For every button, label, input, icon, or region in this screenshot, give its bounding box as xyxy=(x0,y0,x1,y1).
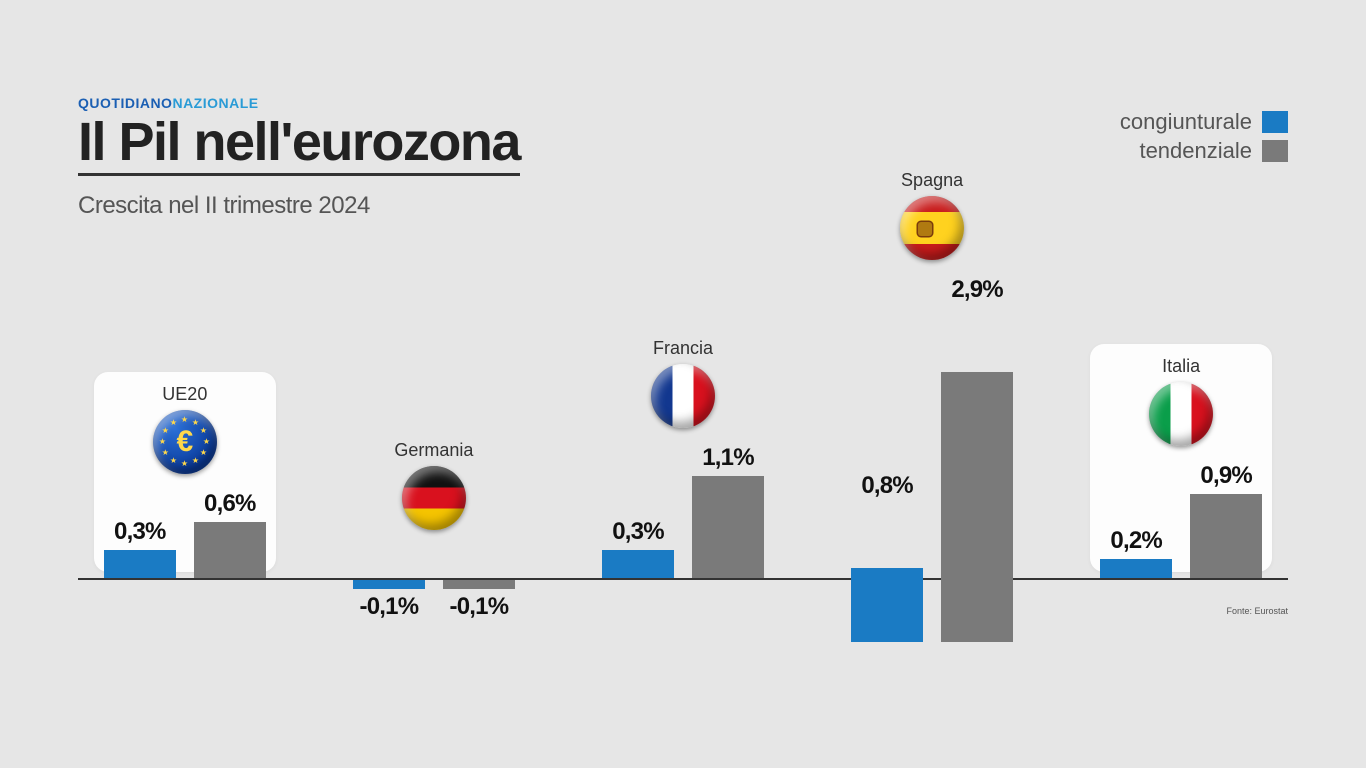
brand-part1: QUOTIDIANO xyxy=(78,95,172,111)
bar-group-spagna: Spagna0,8%2,9% xyxy=(837,235,1027,628)
legend-item-congiunturale: congiunturale xyxy=(1120,108,1288,137)
it-flag-icon xyxy=(1149,382,1213,446)
brand-part2: NAZIONALE xyxy=(172,95,258,111)
fr-flag-icon xyxy=(651,364,715,428)
chart-legend: congiunturale tendenziale xyxy=(1120,108,1288,165)
bar-value-label: 0,6% xyxy=(180,490,280,518)
country-label: Spagna xyxy=(837,170,1027,191)
bar-value-label: -0,1% xyxy=(429,593,529,621)
bar-value-label: 1,1% xyxy=(678,444,778,472)
legend-item-tendenziale: tendenziale xyxy=(1120,137,1288,166)
bar-value-label: 2,9% xyxy=(927,276,1027,304)
page-subtitle: Crescita nel II trimestre 2024 xyxy=(78,192,370,220)
country-label: Germania xyxy=(339,440,529,461)
legend-swatch-tendenziale xyxy=(1262,140,1288,162)
country-label: Italia xyxy=(1086,356,1276,377)
bar-group-germania: Germania -0,1%-0,1% xyxy=(339,235,529,628)
chart-source: Fonte: Eurostat xyxy=(1226,606,1288,616)
country-label: Francia xyxy=(588,338,778,359)
legend-label: congiunturale xyxy=(1120,108,1252,137)
gdp-bar-chart: UE20€★★★★★★★★★★★★0,3%0,6%Germania-0,1%-0… xyxy=(78,235,1288,628)
bar-group-francia: Francia 0,3% 1,1% xyxy=(588,235,778,628)
bar-value-label: -0,1% xyxy=(339,593,439,621)
bar-value-label: 0,9% xyxy=(1176,462,1276,490)
legend-swatch-congiunturale xyxy=(1262,111,1288,133)
country-label: UE20 xyxy=(90,384,280,405)
brand-logo: QUOTIDIANONAZIONALE xyxy=(78,95,259,111)
bar-value-label: 0,2% xyxy=(1086,527,1186,555)
de-flag-icon xyxy=(402,466,466,530)
bar-group-italia: Italia 0,2% 0,9% xyxy=(1086,235,1276,628)
page-title: Il Pil nell'eurozona xyxy=(78,115,520,176)
bar-value-label: 0,8% xyxy=(837,472,937,500)
eu-flag-icon: €★★★★★★★★★★★★ xyxy=(153,410,217,474)
bar-value-label: 0,3% xyxy=(588,518,688,546)
es-flag-icon xyxy=(900,196,964,260)
legend-label: tendenziale xyxy=(1139,137,1252,166)
bar-group-ue20: UE20 €★★★★★★★★★★★★ 0,3%0,6% xyxy=(90,235,280,628)
bar-value-label: 0,3% xyxy=(90,518,190,546)
